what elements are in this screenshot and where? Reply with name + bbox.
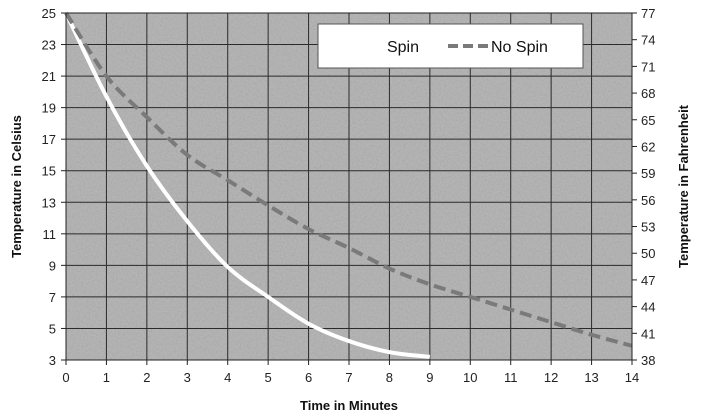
y-tick-label-right: 74 [641, 33, 655, 48]
y-tick-label-right: 38 [641, 353, 655, 368]
x-tick-label: 14 [625, 370, 639, 385]
x-tick-label: 3 [184, 370, 191, 385]
axis-layer: 0 1 2 3 4 5 6 7 8 9 10 11 12 13 1435791113151719212325… [42, 6, 656, 385]
y-axis-title-right: Temperature in Fahrenheit [676, 104, 691, 268]
y-tick-label-left: 15 [42, 164, 56, 179]
y-tick-label-left: 19 [42, 101, 56, 116]
y-tick-label-right: 59 [641, 166, 655, 181]
legend: Spin No Spin [317, 23, 584, 69]
y-tick-label-left: 11 [43, 227, 57, 242]
y-tick-label-right: 71 [641, 59, 655, 74]
y-tick-label-left: 23 [42, 38, 56, 53]
y-tick-label-left: 25 [42, 6, 56, 21]
x-tick-label: 7 [345, 370, 352, 385]
y-tick-label-right: 68 [641, 86, 655, 101]
series-line-no-spin [64, 11, 633, 348]
y-tick-label-right: 77 [641, 6, 655, 21]
x-axis-title: Time in Minutes [300, 398, 398, 413]
x-tick-label: 2 [143, 370, 150, 385]
y-tick-label-left: 17 [42, 132, 56, 147]
x-tick-label: 11 [504, 370, 518, 385]
y-tick-label-left: 5 [49, 321, 56, 336]
y-tick-label-right: 50 [641, 246, 655, 261]
y-axis-title-left: Temperature in Celsius [9, 115, 24, 258]
legend-label-no-spin: No Spin [491, 39, 548, 56]
y-tick-label-left: 9 [49, 258, 56, 273]
x-tick-label: 0 [62, 370, 69, 385]
x-tick-label: 12 [544, 370, 558, 385]
y-tick-label-right: 56 [641, 193, 655, 208]
y-tick-label-left: 13 [42, 195, 56, 210]
x-tick-label: 6 [305, 370, 312, 385]
series-layer [64, 11, 633, 359]
x-tick-label: 10 [463, 370, 477, 385]
x-tick-label: 8 [386, 370, 393, 385]
x-tick-label: 4 [224, 370, 231, 385]
x-tick-label: 5 [265, 370, 272, 385]
series-line-spin [64, 12, 431, 359]
y-tick-label-right: 65 [641, 113, 655, 128]
y-tick-label-right: 41 [641, 326, 655, 341]
x-tick-label: 1 [103, 370, 110, 385]
y-tick-label-left: 3 [49, 353, 56, 368]
legend-label-spin: Spin [387, 39, 419, 56]
y-tick-label-right: 53 [641, 220, 655, 235]
x-tick-label: 9 [426, 370, 433, 385]
y-tick-label-left: 21 [42, 69, 56, 84]
y-tick-label-right: 62 [641, 139, 655, 154]
y-tick-label-left: 7 [49, 290, 56, 305]
y-tick-label-right: 47 [641, 273, 655, 288]
x-tick-label: 13 [584, 370, 598, 385]
y-tick-label-right: 44 [641, 300, 655, 315]
